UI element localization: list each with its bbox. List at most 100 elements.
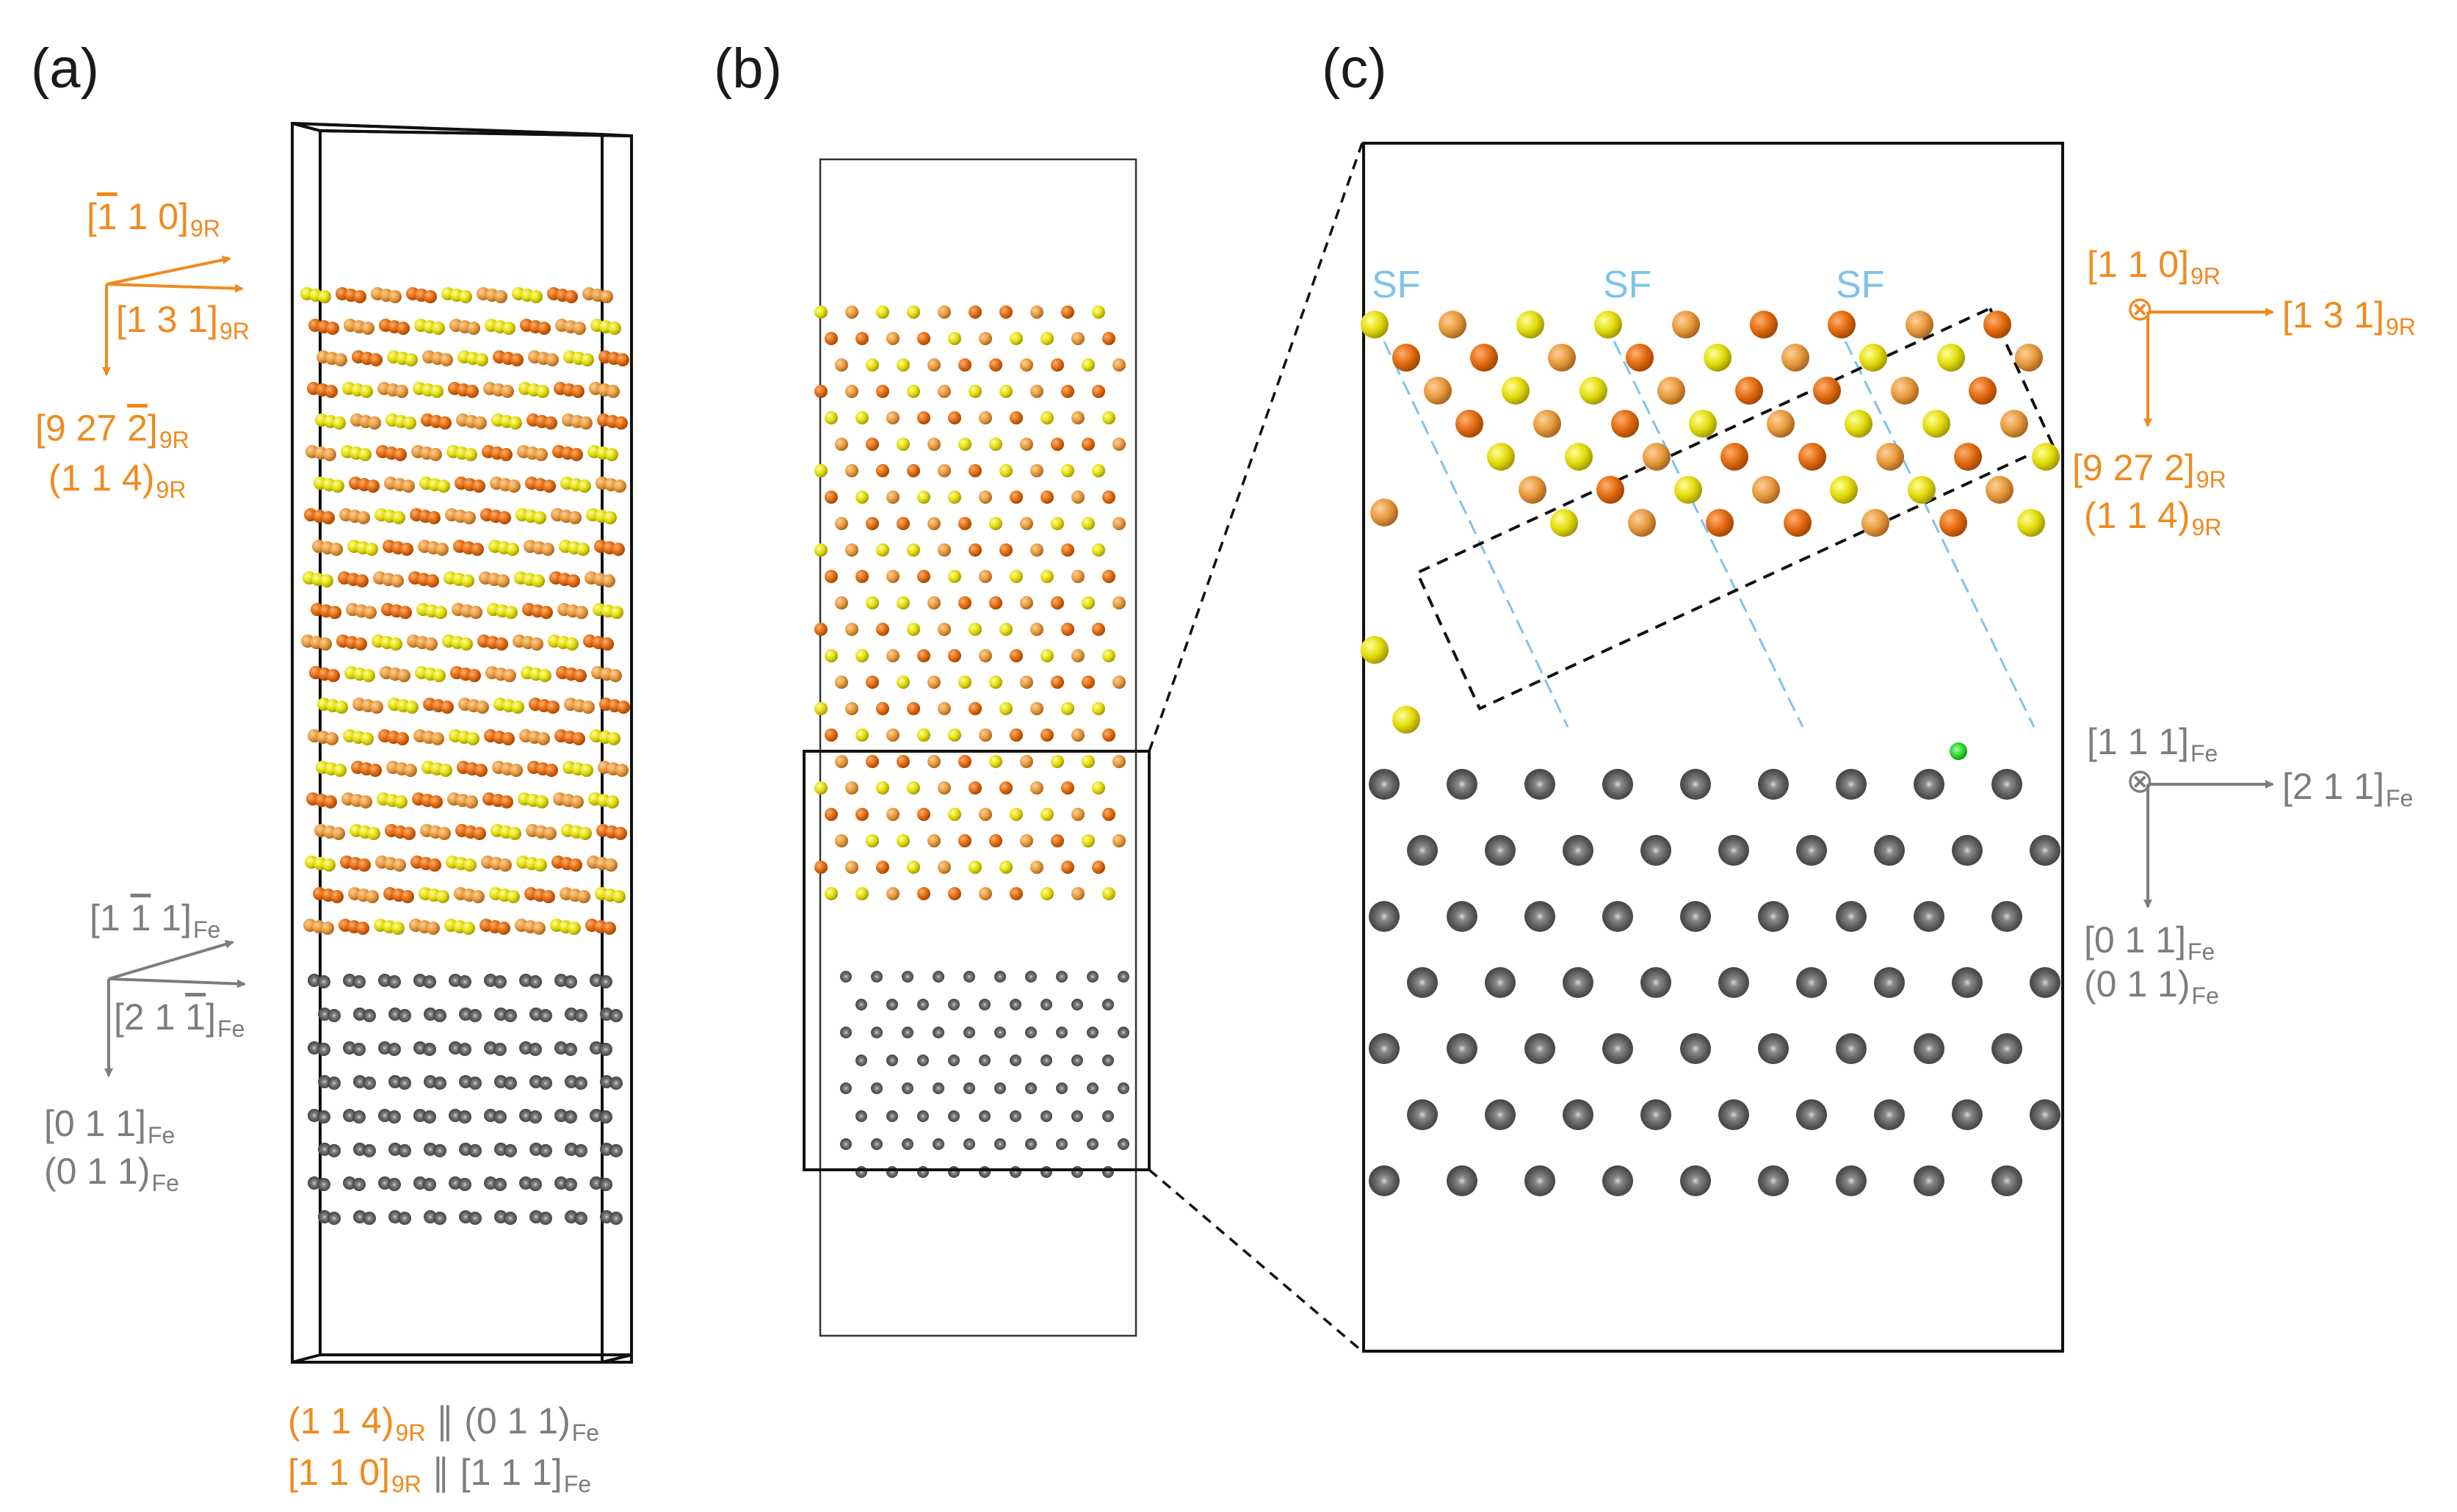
atom-9r [333,416,346,430]
atom-9r [907,305,920,319]
atom-9r [845,623,858,636]
atom-9r [999,385,1013,398]
atom-9r [886,411,900,424]
atom-9r [603,922,616,935]
atom-9r [866,755,879,768]
atom-fe [963,1027,975,1038]
atom-9r [397,669,410,682]
atom-9r [876,623,889,636]
atom-fe [458,1178,471,1191]
atom-9r [322,511,335,524]
atom-fe [1071,1110,1083,1122]
atom-fe [1640,835,1671,866]
atom-9r [404,764,417,777]
atom-9r [391,922,405,935]
atom-9r [358,858,371,872]
atom-9r [938,861,951,874]
panel-c-label: (c) [1322,37,1387,100]
atom-9r [1596,476,1624,504]
atom-9r [1102,728,1115,742]
atom-9r [958,438,971,451]
atom-fe [1369,1165,1400,1196]
atom-9r [938,464,951,477]
atom-9r [332,827,345,840]
atom-fe [886,1110,898,1122]
atom-9r [825,570,838,583]
atom-9r [886,491,900,504]
atom-9r [569,858,582,872]
atom-9r [979,649,992,662]
atom-fe [1602,901,1633,932]
atom-fe [963,1138,975,1150]
atom-9r [466,732,480,745]
atom-fe [1102,1055,1114,1066]
atom-fe [352,1178,366,1191]
atom-9r [917,649,930,662]
atom-9r [1519,476,1546,504]
atom-9r [876,781,889,795]
atom-fe [529,1043,542,1056]
atom-9r [361,732,374,745]
atom-fe [1991,769,2022,800]
atom-9r [825,649,838,662]
atom-9r [571,385,585,398]
atom-fe [840,1138,852,1150]
atom-fe [363,1077,376,1090]
atom-9r [1051,755,1064,768]
atom-fe [1025,1082,1037,1094]
atom-9r [855,887,869,900]
atom-9r [537,732,550,745]
atom-fe [994,971,1006,983]
atom-9r [330,890,344,903]
panel-b-atoms [814,305,1129,1178]
atom-fe [352,1043,366,1056]
atom-9r [1750,311,1778,339]
atom-9r [1102,570,1115,583]
atom-fe [979,1166,991,1178]
atom-9r [565,637,579,651]
atom-9r [471,543,484,556]
atom-fe [979,999,991,1010]
atom-9r [504,606,518,619]
atom-fe [840,1027,852,1038]
atom-9r [604,511,617,524]
atom-9r [327,669,340,682]
atom-fe [574,1077,587,1090]
atom-9r [607,385,620,398]
atom-9r [1983,311,2011,339]
atom-9r [999,781,1013,795]
atom-9r [999,702,1013,715]
atom-fe [1485,835,1516,866]
atom-9r [463,858,477,872]
atom-fe [468,1212,482,1225]
atom-fe [388,975,401,988]
atom-9r [529,290,543,303]
atom-9r [1071,411,1085,424]
atom-9r [319,637,332,651]
c-orange-out-symbol: ⊗ [2126,289,2154,328]
atom-fe [398,1009,411,1022]
atom-fe [564,1110,577,1124]
atom-9r [1071,808,1085,821]
c-orange-out-label: [1 1 0]9R [2087,244,2221,289]
atom-9r [1937,344,1965,372]
atom-fe [1602,769,1633,800]
atom-9r [389,637,402,651]
atom-9r [328,606,341,619]
atom-fe [1056,1082,1068,1094]
atom-9r [393,858,406,872]
atom-9r [1071,332,1085,345]
atom-9r [1579,377,1607,405]
atom-9r [474,764,488,777]
atom-fe [1118,1027,1129,1038]
atom-9r [353,290,366,303]
atom-9r [427,511,441,524]
atom-fe [1071,1166,1083,1178]
atom-9r [1704,344,1732,372]
atom-9r [577,890,590,903]
atom-9r [546,353,559,366]
atom-9r [1082,358,1095,372]
atom-9r [1051,834,1064,847]
atom-9r [355,574,369,587]
atom-fe [564,975,577,988]
